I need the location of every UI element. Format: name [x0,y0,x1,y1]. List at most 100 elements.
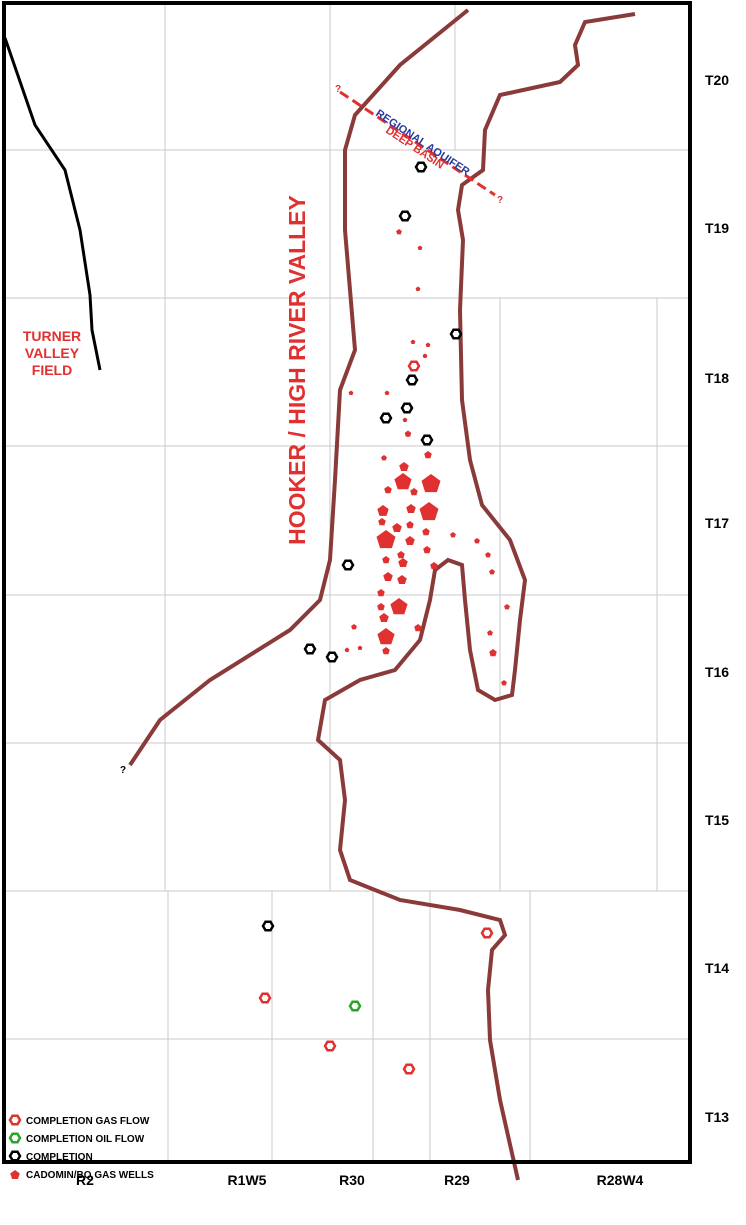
completion-well [480,927,494,939]
gas-well [384,390,390,395]
gas-well [422,528,430,536]
gas-well [377,505,389,516]
gas-well [390,598,408,615]
turner-valley-fault [3,37,102,371]
gas-well [487,630,493,636]
valley-west-edge [128,8,470,767]
map-frame [2,1,692,1164]
legend: COMPLETION GAS FLOW COMPLETION OIL FLOW … [8,1114,154,1181]
gas-well [398,558,408,567]
gas-well [377,603,385,611]
gas-well [383,572,393,581]
completion-well [8,1114,22,1126]
completion-well [258,992,272,1004]
completion-well [420,434,434,446]
valley-east-edge [315,12,636,1181]
township-label: T13 [705,1109,729,1125]
completion-well [303,643,317,655]
legend-label: COMPLETION GAS FLOW [26,1116,150,1127]
gas-well [376,530,396,549]
completion-well [8,1150,22,1162]
gas-well [501,680,507,686]
gas-well [410,339,416,344]
township-label: T18 [705,370,729,386]
completion-well [402,1063,416,1075]
range-label: R28W4 [597,1172,644,1188]
legend-label: COMPLETION [26,1152,93,1163]
gas-well [485,552,491,558]
gas-well [357,645,363,650]
wells [258,161,510,1075]
gas-well [379,613,389,622]
township-label: T15 [705,812,729,828]
range-label: R29 [444,1172,470,1188]
uncertainty-mark: ? [497,195,503,206]
gas-well [377,628,395,645]
gas-well [424,451,432,459]
gas-well [425,342,431,347]
range-label: R1W5 [228,1172,267,1188]
completion-well [323,1040,337,1052]
gas-well [397,551,405,559]
township-labels: T20 T19 T18 T17 T16 T15 T14 T13 [705,72,729,1125]
gas-well [430,562,438,570]
gas-well [402,417,408,422]
gas-well [404,430,412,437]
gas-well [474,538,480,544]
completion-well [414,161,428,173]
gas-well [348,390,354,395]
gas-well [397,575,407,584]
gas-well [381,455,387,461]
township-label: T20 [705,72,729,88]
completion-well [348,1000,362,1012]
gas-well [423,546,431,554]
completion-well [261,920,275,932]
uncertainty-mark: ? [120,765,126,776]
gas-well [406,504,416,513]
gas-well [351,624,357,630]
aquifer-boundary [339,90,496,197]
field-label-line: TURNER [23,328,81,344]
completion-well [379,412,393,424]
legend-label: CADOMIN/BQ GAS WELLS [26,1170,154,1181]
gas-well [384,486,392,494]
range-label: R2 [76,1172,94,1188]
township-label: T17 [705,515,729,531]
completion-well [405,374,419,386]
gas-well [414,624,422,632]
gas-well [417,245,423,250]
gas-well [489,649,497,657]
gas-well [382,556,390,564]
field-label: TURNER VALLEY FIELD [23,328,81,378]
gas-well [450,532,456,538]
gas-well [10,1170,20,1179]
township-label: T19 [705,220,729,236]
gas-well [399,462,409,471]
gas-well [421,474,441,493]
field-label-line: VALLEY [25,345,80,361]
completion-well [325,651,339,663]
gas-well [344,647,350,652]
gas-well [394,473,412,490]
gas-well [415,286,421,291]
gas-well [504,604,510,610]
gas-well [392,523,402,532]
gas-well [382,647,390,655]
range-label: R30 [339,1172,365,1188]
completion-well [341,559,355,571]
gas-well [406,521,414,529]
completion-well [400,402,414,414]
gas-well [377,589,385,597]
uncertainty-mark: ? [335,84,341,95]
grid [5,3,690,1162]
valley-label: HOOKER / HIGH RIVER VALLEY [284,195,310,545]
gas-well [419,502,439,521]
gas-well [396,229,402,235]
gas-well [489,569,495,575]
gas-well [422,353,428,358]
gas-well [378,518,386,526]
completion-well [407,360,421,372]
field-label-line: FIELD [32,362,72,378]
completion-well [8,1132,22,1144]
